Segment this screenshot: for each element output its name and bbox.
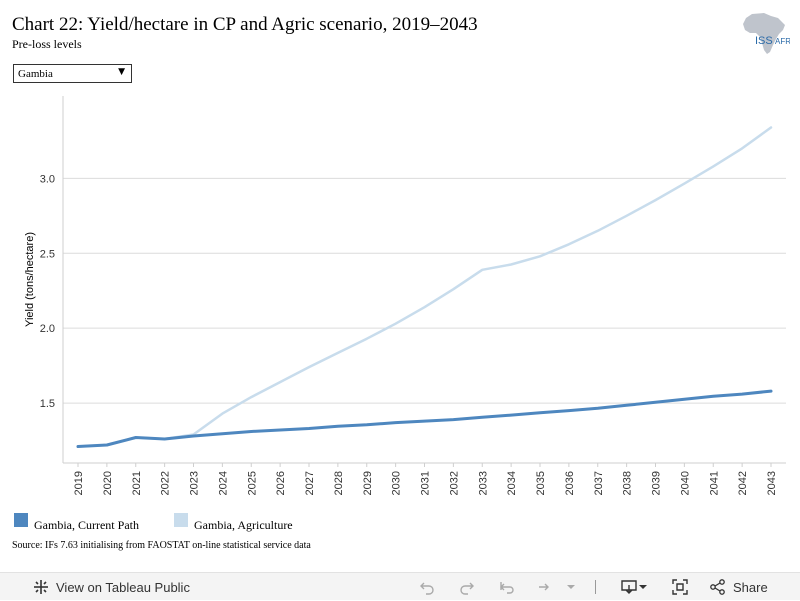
download-caret-icon xyxy=(639,585,647,589)
view-on-tableau-button[interactable]: View on Tableau Public xyxy=(32,573,190,601)
redo-icon xyxy=(460,582,474,595)
chart-title: Chart 22: Yield/hectare in CP and Agric … xyxy=(12,14,478,35)
revert-button[interactable] xyxy=(498,573,516,601)
x-tick-label-2035: 2035 xyxy=(535,471,547,495)
undo-icon xyxy=(420,582,434,595)
africa-map-icon xyxy=(743,13,785,54)
x-tick-label-2025: 2025 xyxy=(246,471,258,495)
x-tick-label-2042: 2042 xyxy=(737,471,749,495)
source-note: Source: IFs 7.63 initialising from FAOST… xyxy=(12,540,311,551)
fullscreen-button[interactable] xyxy=(671,573,689,601)
y-tick-label-1.5: 1.5 xyxy=(40,398,55,410)
pause-dropdown-icon xyxy=(567,585,575,589)
x-tick-label-2034: 2034 xyxy=(506,471,518,495)
x-tick-label-2029: 2029 xyxy=(362,471,374,495)
tableau-logo-icon xyxy=(34,580,48,594)
logo-text-afr: AFR xyxy=(775,37,790,46)
undo-button[interactable] xyxy=(418,573,436,601)
x-tick-label-2026: 2026 xyxy=(275,471,287,495)
legend-swatch-current-path xyxy=(14,513,28,527)
revert-icon xyxy=(500,582,514,594)
series-line-current-path xyxy=(76,389,773,448)
x-tick-label-2033: 2033 xyxy=(477,471,489,495)
fullscreen-icon xyxy=(672,579,688,595)
legend-swatch-agriculture xyxy=(174,513,188,527)
tableau-toolbar: View on Tableau Public Share xyxy=(0,572,800,600)
pause-dropdown-button[interactable] xyxy=(562,573,580,601)
x-tick-label-2043: 2043 xyxy=(766,471,778,495)
refresh-icon xyxy=(539,583,549,591)
y-axis-label: Yield (tons/hectare) xyxy=(24,232,36,327)
share-button[interactable]: Share xyxy=(709,573,768,601)
x-tick-label-2037: 2037 xyxy=(593,471,605,495)
toolbar-divider xyxy=(595,580,596,594)
x-tick-label-2023: 2023 xyxy=(189,471,201,495)
x-tick-label-2030: 2030 xyxy=(391,471,403,495)
share-label: Share xyxy=(733,579,768,595)
caret-down-icon: ▼ xyxy=(118,67,125,77)
y-tick-label-3.0: 3.0 xyxy=(40,173,55,185)
x-tick-label-2022: 2022 xyxy=(160,471,172,495)
x-tick-label-2027: 2027 xyxy=(304,471,316,495)
download-icon xyxy=(621,580,637,594)
x-tick-label-2024: 2024 xyxy=(217,471,229,495)
x-tick-label-2041: 2041 xyxy=(708,471,720,495)
logo-text-iss: ISS xyxy=(755,35,773,47)
legend-label-agriculture: Gambia, Agriculture xyxy=(194,518,293,532)
yield-chart: 1.5 2.0 2.5 3.0 2019 2020 2021 2022 2023 2024 2025… xyxy=(24,96,786,495)
x-tick-label-2028: 2028 xyxy=(333,471,345,495)
x-tick-label-2019: 2019 xyxy=(73,471,85,495)
chart-subtitle: Pre-loss levels xyxy=(12,37,82,51)
x-tick-label-2038: 2038 xyxy=(622,471,634,495)
x-tick-label-2021: 2021 xyxy=(131,471,143,495)
view-on-tableau-label: View on Tableau Public xyxy=(56,579,190,595)
download-button[interactable] xyxy=(620,573,648,601)
x-tick-label-2031: 2031 xyxy=(420,471,432,495)
share-icon xyxy=(710,579,725,595)
country-selector[interactable]: Gambia ▼ xyxy=(13,64,132,83)
y-tick-label-2.5: 2.5 xyxy=(40,248,55,260)
series-line-agriculture xyxy=(76,126,773,448)
x-tick-label-2020: 2020 xyxy=(102,471,114,495)
x-tick-label-2036: 2036 xyxy=(564,471,576,495)
x-tick-label-2039: 2039 xyxy=(651,471,663,495)
x-tick-label-2040: 2040 xyxy=(679,471,691,495)
legend-label-current-path: Gambia, Current Path xyxy=(34,518,139,532)
redo-button[interactable] xyxy=(458,573,476,601)
iss-africa-logo: ISS AFR xyxy=(743,13,790,54)
country-selector-value: Gambia xyxy=(18,68,53,80)
refresh-button[interactable] xyxy=(535,573,553,601)
y-tick-label-2.0: 2.0 xyxy=(40,323,55,335)
x-tick-label-2032: 2032 xyxy=(448,471,460,495)
